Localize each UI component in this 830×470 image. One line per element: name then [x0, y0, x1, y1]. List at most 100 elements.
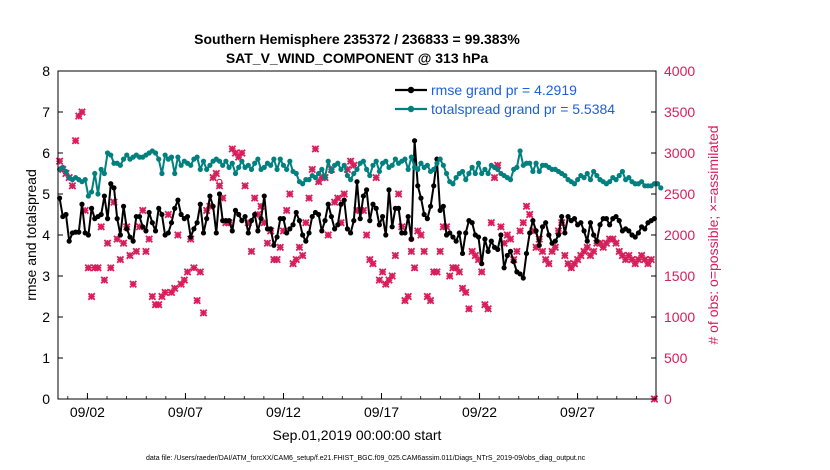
rmse-point — [459, 250, 466, 257]
y-right-tick-label: 2500 — [664, 186, 695, 202]
totalspread-point — [316, 170, 322, 177]
totalspread-point — [373, 158, 379, 164]
obs-assimilated-point — [420, 247, 428, 256]
obs-assimilated-point — [394, 190, 403, 198]
rmse-point — [555, 232, 562, 238]
obs-assimilated-point — [238, 149, 246, 157]
obs-assimilated-point — [487, 218, 496, 227]
totalspread-point — [312, 175, 319, 181]
obs-assimilated-point — [190, 263, 198, 272]
right-axis: 0 500 1000 1500 2000 2500 3000 3500 4000 — [651, 63, 695, 407]
y-right-tick-label: 3000 — [664, 145, 695, 161]
rmse-point — [274, 234, 280, 240]
totalspread-point — [120, 156, 127, 162]
obs-assimilated-point — [212, 169, 221, 178]
obs-assimilated-point — [513, 247, 521, 256]
obs-assimilated-point — [132, 247, 141, 256]
rmse-point — [268, 226, 274, 232]
totalspread-point — [459, 168, 466, 175]
rmse-point — [296, 218, 303, 224]
obs-assimilated-point — [55, 157, 64, 166]
obs-assimilated-point — [404, 292, 413, 301]
totalspread-point — [450, 181, 456, 187]
totalspread-point — [245, 162, 251, 168]
rmse-point — [207, 193, 213, 199]
obs-assimilated-point — [369, 259, 377, 268]
rmse-point — [136, 213, 143, 220]
totalspread-point — [82, 177, 88, 183]
rmse-point — [603, 216, 610, 222]
totalspread-point — [658, 185, 664, 191]
obs-assimilated-point — [106, 263, 115, 272]
totalspread-point — [252, 160, 258, 166]
y-left-tick-label: 8 — [42, 63, 50, 79]
rmse-point — [616, 218, 622, 224]
rmse-point — [348, 230, 354, 236]
obs-assimilated-point — [138, 206, 147, 215]
obs-assimilated-point — [490, 173, 499, 182]
obs-assimilated-point — [84, 263, 93, 272]
totalspread-point — [328, 168, 335, 175]
totalspread-point — [472, 170, 478, 177]
totalspread-point — [408, 154, 414, 160]
rmse-point — [642, 226, 648, 232]
totalspread-point — [226, 164, 232, 170]
x-tick-label: 09/02 — [70, 404, 105, 420]
rmse-point — [248, 218, 255, 224]
obs-assimilated-point — [484, 304, 492, 313]
totalspread-point — [431, 166, 437, 172]
x-tick-label: 09/22 — [462, 404, 497, 420]
totalspread-point — [255, 156, 261, 162]
rmse-point — [597, 222, 603, 228]
rmse-point — [226, 218, 232, 224]
rmse-point — [607, 222, 613, 228]
totalspread-point — [271, 156, 277, 162]
rmse-point — [63, 211, 69, 218]
totalspread-point — [117, 162, 123, 168]
totalspread-point — [101, 170, 107, 177]
rmse-point — [552, 238, 558, 244]
totalspread-point — [306, 177, 312, 183]
obs-assimilated-point — [174, 231, 182, 239]
rmse-point — [216, 191, 223, 197]
obs-assimilated-point — [273, 255, 281, 264]
totalspread-point — [562, 172, 568, 179]
chart-subtitle: SAT_V_WIND_COMPONENT @ 313 hPa — [226, 50, 489, 66]
rmse-point — [200, 230, 207, 236]
data-file-footnote: data file: /Users/raeder/DAI/ATM_forcXX/… — [146, 455, 586, 462]
rmse-point — [418, 195, 424, 201]
rmse-point — [533, 228, 539, 234]
rmse-point — [239, 218, 245, 224]
rmse-point — [325, 201, 331, 207]
totalspread-point — [248, 166, 255, 172]
rmse-point — [402, 230, 408, 236]
totalspread-point — [402, 156, 408, 162]
rmse-point — [104, 216, 111, 222]
obs-assimilated-point — [417, 231, 425, 239]
legend-rmse-label: rmse grand pr = 4.2919 — [431, 82, 577, 98]
totalspread-point — [239, 158, 245, 164]
rmse-point — [450, 234, 456, 240]
totalspread-point — [575, 177, 581, 183]
rmse-point — [453, 238, 459, 244]
rmse-point — [389, 224, 395, 230]
rmse-point — [520, 275, 526, 281]
rmse-point — [85, 232, 91, 238]
obs-assimilated-point — [461, 288, 470, 297]
obs-assimilated-point — [477, 268, 486, 276]
rmse-point — [562, 230, 568, 236]
obs-assimilated-point — [410, 263, 419, 272]
rmse-point — [498, 232, 504, 238]
y-left-tick-label: 6 — [42, 145, 50, 161]
totalspread-point — [594, 172, 600, 179]
rmse-point — [261, 193, 267, 199]
rmse-point — [332, 226, 338, 232]
totalspread-point — [424, 162, 430, 168]
totalspread-point — [581, 175, 587, 181]
obs-assimilated-point — [538, 247, 547, 256]
rmse-point — [271, 242, 277, 248]
totalspread-point — [152, 150, 159, 156]
totalspread-point — [223, 158, 229, 164]
rmse-point — [594, 238, 600, 244]
obs-assimilated-point — [324, 231, 333, 239]
